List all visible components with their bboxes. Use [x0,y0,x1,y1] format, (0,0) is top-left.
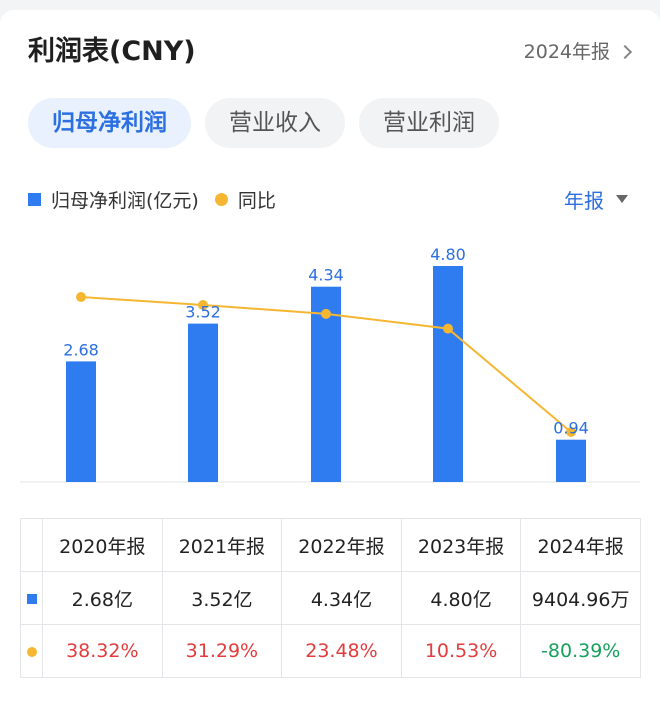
table-row-profit: 2.68亿 3.52亿 4.34亿 4.80亿 9404.96万 [20,571,641,625]
bar-2021年报 [188,323,218,482]
bar-value-label: 2.68 [63,340,99,359]
metric-tabs: 归母净利润 营业收入 营业利润 [28,98,499,148]
caret-down-icon [616,195,628,203]
yoy-point-2023年报 [443,323,453,334]
bar-value-label: 4.80 [430,245,466,264]
table-header-row: 2020年报 2021年报 2022年报 2023年报 2024年报 [20,518,641,572]
tab-operating-profit[interactable]: 营业利润 [359,98,499,148]
table-header: 2023年报 [400,518,522,572]
bar-legend-swatch-icon [28,192,41,206]
period-type-select[interactable]: 年报 [564,184,628,214]
net-profit-chart: 2.68 3.52 4.34 4.80 0.94 [20,245,640,483]
bar-2020年报 [66,361,96,482]
bar-value-label: 0.94 [553,419,589,438]
table-cell: 38.32% [42,624,163,678]
table-header: 2021年报 [161,518,283,572]
bar-legend-label: 归母净利润(亿元) [51,189,199,212]
bar-2024年报 [556,439,586,482]
row-marker [20,571,43,625]
table-cell: 4.34亿 [281,571,402,625]
page-title: 利润表(CNY) [28,36,196,67]
yoy-point-2022年报 [321,308,331,319]
period-type-label: 年报 [564,188,604,213]
bar-2023年报 [433,266,463,482]
data-table: 2020年报 2021年报 2022年报 2023年报 2024年报 2.68亿… [20,518,641,678]
tab-revenue[interactable]: 营业收入 [205,98,345,148]
bar-value-label: 3.52 [185,303,221,322]
yoy-point-2021年报 [198,299,208,310]
table-corner [20,518,43,572]
yoy-point-2020年报 [76,292,86,302]
table-header: 2022年报 [281,518,402,572]
yoy-point-2024年报 [566,427,576,437]
report-period-label: 2024年报 [523,41,610,63]
table-cell: 10.53% [400,624,522,678]
line-legend-dot-icon [214,192,228,206]
table-cell: -80.39% [520,624,641,678]
chevron-right-icon [617,44,633,60]
table-cell: 23.48% [281,624,402,678]
chart-legend: 归母净利润(亿元) 同比 [28,184,276,214]
row-marker [20,624,43,678]
table-cell: 9404.96万 [520,571,641,625]
dot-marker-icon [26,647,37,657]
table-cell: 31.29% [161,624,283,678]
card-header: 利润表(CNY) 2024年报 [28,32,636,72]
table-header: 2024年报 [520,518,641,572]
table-row-yoy: 38.32% 31.29% 23.48% 10.53% -80.39% [20,624,641,678]
tab-net-profit[interactable]: 归母净利润 [28,98,191,148]
bar-value-label: 4.34 [308,266,344,285]
table-cell: 3.52亿 [161,571,283,625]
report-period-link[interactable]: 2024年报 [524,32,636,72]
bar-marker-icon [26,594,37,604]
line-legend-label: 同比 [237,189,276,212]
table-cell: 2.68亿 [42,571,163,625]
table-cell: 4.80亿 [400,571,522,625]
table-header: 2020年报 [42,518,163,572]
bar-2022年报 [311,286,341,482]
